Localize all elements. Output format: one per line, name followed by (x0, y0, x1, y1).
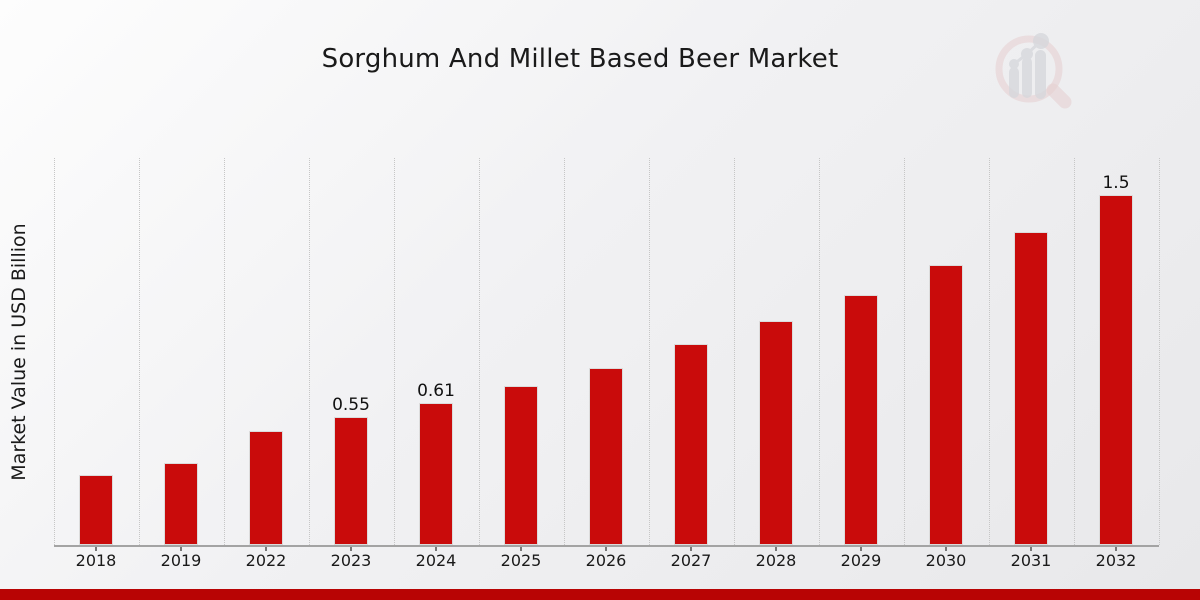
gridline (1073, 158, 1075, 545)
x-tick-mark (180, 547, 182, 551)
x-tick-mark (520, 547, 522, 551)
x-tick-label-2032: 2032 (1095, 551, 1137, 570)
bar-value-label: 1.5 (1102, 173, 1130, 193)
x-tick-label-2026: 2026 (585, 551, 627, 570)
bottom-accent-bar (0, 589, 1200, 600)
gridline (478, 158, 480, 545)
gridline (308, 158, 310, 545)
bar-2027 (674, 344, 708, 545)
x-tick-label-2027: 2027 (670, 551, 712, 570)
bar-value-label: 0.61 (417, 381, 455, 401)
x-tick-label-2023: 2023 (330, 551, 372, 570)
bar-2028 (759, 321, 793, 545)
x-tick-label-2029: 2029 (840, 551, 882, 570)
bar-2032 (1099, 195, 1133, 545)
bar-2018 (79, 475, 113, 545)
bar-2030 (929, 265, 963, 545)
chart-title: Sorghum And Millet Based Beer Market (321, 44, 839, 74)
x-tick-label-2028: 2028 (755, 551, 797, 570)
x-tick-mark (945, 547, 947, 551)
x-tick-label-2019: 2019 (160, 551, 202, 570)
gridline (1158, 158, 1160, 545)
x-tick-mark (860, 547, 862, 551)
bar-2031 (1014, 232, 1048, 545)
y-axis-label: Market Value in USD Billion (8, 223, 30, 481)
gridline (733, 158, 735, 545)
x-axis-line (54, 545, 1159, 547)
x-tick-mark (775, 547, 777, 551)
bar-2026 (589, 368, 623, 545)
gridline (223, 158, 225, 545)
x-tick-label-2030: 2030 (925, 551, 967, 570)
x-tick-mark (605, 547, 607, 551)
gridline (53, 158, 55, 545)
gridline (818, 158, 820, 545)
x-tick-label-2022: 2022 (245, 551, 287, 570)
gridline (393, 158, 395, 545)
bar-2029 (844, 295, 878, 545)
gridline (563, 158, 565, 545)
x-tick-mark (265, 547, 267, 551)
magnifier-bar-chart-logo-icon (995, 33, 1072, 109)
bar-2023 (334, 417, 368, 545)
x-tick-mark (690, 547, 692, 551)
gridline (988, 158, 990, 545)
bar-2019 (164, 463, 198, 545)
x-tick-mark (350, 547, 352, 551)
gridline (903, 158, 905, 545)
bar-value-label: 0.55 (332, 395, 370, 415)
x-tick-label-2024: 2024 (415, 551, 457, 570)
x-tick-mark (95, 547, 97, 551)
x-tick-label-2031: 2031 (1010, 551, 1052, 570)
bar-2024 (419, 403, 453, 545)
bar-2022 (249, 431, 283, 545)
x-tick-mark (1030, 547, 1032, 551)
x-tick-mark (435, 547, 437, 551)
x-tick-label-2018: 2018 (75, 551, 117, 570)
x-tick-label-2025: 2025 (500, 551, 542, 570)
gridline (648, 158, 650, 545)
x-tick-mark (1115, 547, 1117, 551)
gridline (138, 158, 140, 545)
bar-2025 (504, 386, 538, 545)
